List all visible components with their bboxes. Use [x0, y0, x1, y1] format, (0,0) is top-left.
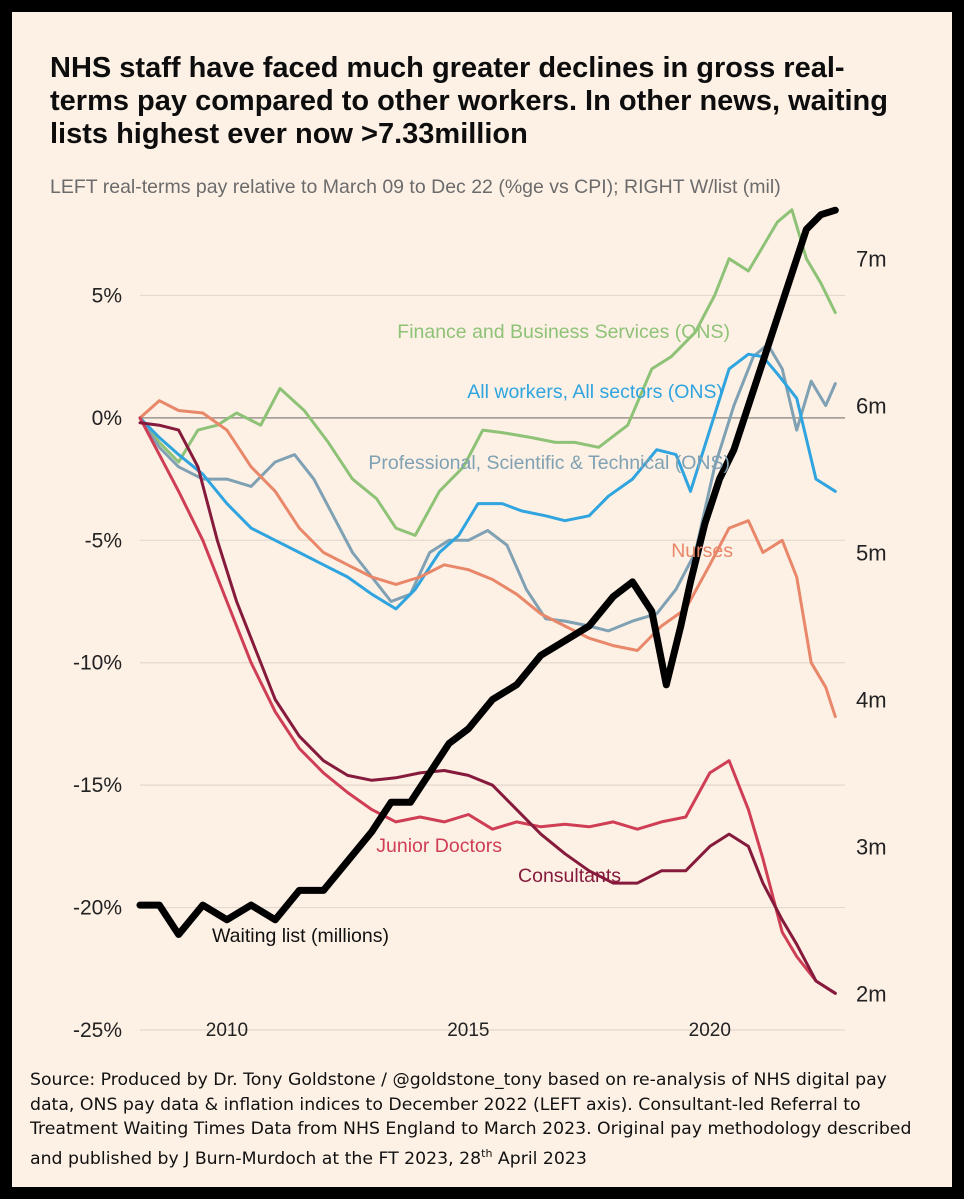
right-tick-label: 5m: [856, 541, 887, 566]
left-tick-label: -15%: [73, 774, 122, 797]
source-note: Source: Produced by Dr. Tony Goldstone /…: [30, 1068, 930, 1171]
series-line: [138, 208, 837, 537]
series-labels: Finance and Business Services (ONS) All w…: [212, 321, 733, 947]
x-tick-label: 2020: [689, 1020, 731, 1041]
left-axis-ticks: 5% 0% -5% -10% -15% -20% -25%: [73, 284, 122, 1042]
right-axis-ticks: 7m 6m 5m 4m 3m 2m: [856, 247, 887, 1007]
left-tick-label: -25%: [73, 1019, 122, 1042]
series-label: Waiting list (millions): [212, 925, 389, 947]
left-tick-label: -5%: [85, 529, 122, 552]
left-tick-label: -10%: [73, 652, 122, 675]
series-label: All workers, All sectors (ONS): [467, 381, 723, 403]
x-tick-label: 2010: [206, 1020, 248, 1041]
chart-subtitle: LEFT real-terms pay relative to March 09…: [50, 176, 781, 198]
series-label: Consultants: [518, 865, 621, 887]
source-superscript: th: [481, 1146, 493, 1160]
left-tick-label: 0%: [92, 407, 122, 430]
left-tick-label: 5%: [92, 284, 122, 307]
x-axis-ticks: 2010 2015 2020: [206, 1020, 731, 1041]
right-tick-label: 4m: [856, 687, 887, 712]
right-tick-label: 2m: [856, 981, 887, 1006]
series-line: [138, 399, 837, 719]
line-chart: 5% 0% -5% -10% -15% -20% -25% 7m 6m 5m 4m 3m 2m 201…: [73, 206, 887, 1042]
gridlines: [140, 294, 845, 1031]
left-tick-label: -20%: [73, 897, 122, 920]
series-line: [138, 342, 837, 633]
series-line: [138, 416, 837, 995]
chart-card: [12, 12, 952, 1187]
chart-title: NHS staff have faced much greater declin…: [50, 52, 888, 150]
source-tail: April 2023: [492, 1148, 587, 1169]
right-tick-label: 7m: [856, 247, 887, 272]
series-label: Professional, Scientific & Technical (ON…: [368, 452, 730, 474]
right-tick-label: 6m: [856, 394, 887, 419]
right-tick-label: 3m: [856, 834, 887, 859]
x-tick-label: 2015: [447, 1020, 489, 1041]
series-line: [136, 206, 839, 938]
source-text: Source: Produced by Dr. Tony Goldstone /…: [30, 1070, 912, 1169]
series-lines: [136, 206, 839, 995]
series-line: [138, 352, 837, 611]
series-label: Junior Doctors: [376, 835, 502, 857]
series-label: Finance and Business Services (ONS): [397, 321, 730, 343]
series-line: [138, 421, 837, 995]
series-label: Nurses: [671, 540, 733, 562]
